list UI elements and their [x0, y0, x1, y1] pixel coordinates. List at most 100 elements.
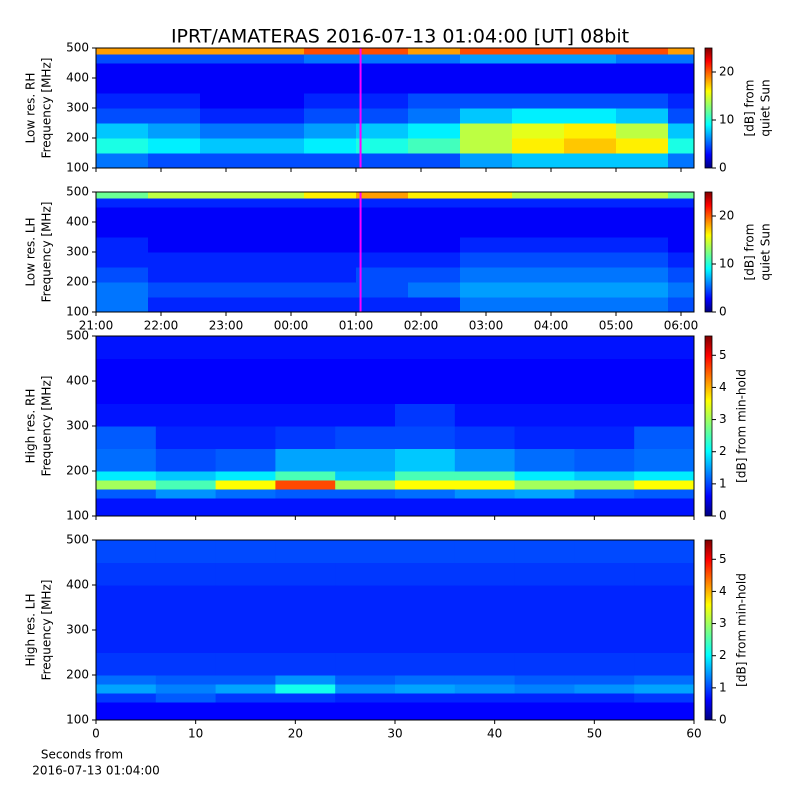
heatmap-cell — [460, 48, 513, 55]
heatmap-cell — [564, 267, 617, 283]
heatmap-cell — [200, 267, 253, 283]
heatmap-cell — [96, 403, 157, 427]
heatmap-cell — [668, 108, 695, 124]
heatmap-cell — [96, 585, 157, 608]
heatmap-cell — [148, 78, 201, 94]
heatmap-cell — [275, 630, 336, 653]
heatmap-cell — [356, 153, 409, 169]
heatmap-cell — [454, 336, 516, 359]
heatmap-cell — [252, 297, 305, 313]
heatmap-cell — [356, 78, 409, 94]
x-tick-label: 01:00 — [339, 319, 374, 333]
heatmap-cell — [574, 562, 635, 586]
heatmap-cell — [395, 693, 456, 703]
heatmap-cell — [155, 684, 217, 694]
heatmap-cell — [96, 267, 149, 283]
heatmap-cell — [148, 237, 201, 253]
heatmap-cell — [564, 153, 617, 169]
heatmap-cell — [155, 336, 217, 359]
heatmap-cell — [634, 471, 695, 481]
heatmap-cell — [335, 630, 396, 653]
heatmap-cell — [514, 448, 575, 472]
heatmap-cell — [514, 540, 575, 563]
heatmap-cell — [514, 630, 575, 653]
heatmap-cell — [148, 153, 201, 169]
heatmap-cell — [96, 336, 157, 359]
heatmap-cell — [514, 381, 575, 404]
heatmap-cell — [356, 222, 409, 238]
x-tick-label: 23:00 — [209, 319, 244, 333]
heatmap-cell — [460, 282, 513, 298]
heatmap-cell — [616, 267, 669, 283]
heatmap-cell — [200, 282, 253, 298]
heatmap-cell — [275, 358, 336, 382]
heatmap-cell — [96, 426, 157, 449]
heatmap-cell — [304, 297, 357, 313]
heatmap-cell — [395, 471, 456, 481]
y-axis-label: Frequency [MHz] — [40, 202, 54, 303]
heatmap-cell — [96, 54, 149, 64]
x-tick-label: 21:00 — [79, 319, 114, 333]
heatmap-cell — [96, 652, 157, 676]
heatmap-cell — [454, 403, 516, 427]
heatmap-cell — [252, 192, 305, 199]
heatmap-cell — [454, 498, 516, 517]
heatmap-cell — [514, 403, 575, 427]
heatmap-cell — [96, 108, 149, 124]
x-tick-label: 30 — [387, 727, 402, 741]
heatmap-cell — [574, 480, 635, 490]
heatmap-cell — [408, 78, 461, 94]
colorbar — [704, 539, 713, 721]
heatmap-cell — [96, 381, 157, 404]
heatmap-cell — [148, 54, 201, 64]
heatmap-cell — [668, 78, 695, 94]
heatmap-cell — [574, 336, 635, 359]
heatmap-cell — [335, 426, 396, 449]
heatmap-cell — [155, 693, 217, 703]
heatmap-cell — [304, 123, 357, 139]
heatmap-cell — [96, 207, 149, 223]
heatmap-cell — [215, 562, 276, 586]
colorbar-tick-label: 4 — [719, 584, 727, 598]
heatmap-cell — [96, 138, 149, 154]
y-tick-label: 400 — [66, 374, 89, 388]
heatmap-cell — [155, 702, 217, 721]
colorbar-tick-label: 0 — [719, 305, 727, 319]
heatmap-cell — [215, 652, 276, 676]
heatmap-cell — [96, 282, 149, 298]
heatmap-cell — [335, 336, 396, 359]
heatmap-cell — [634, 675, 695, 685]
heatmap-cell — [304, 54, 357, 64]
colorbar — [704, 47, 713, 169]
heatmap-cell — [395, 403, 456, 427]
heatmap-cell — [252, 222, 305, 238]
heatmap-cell — [460, 93, 513, 109]
heatmap-cell — [408, 252, 461, 268]
heatmap-cell — [460, 63, 513, 79]
heatmap-cell — [574, 684, 635, 694]
heatmap-cell — [668, 192, 695, 199]
colorbar-tick-label: 1 — [719, 680, 727, 694]
heatmap-cell — [335, 585, 396, 608]
heatmap-cell — [634, 498, 695, 517]
heatmap-cell — [335, 702, 396, 721]
heatmap-cell — [460, 207, 513, 223]
heatmap-cell — [335, 693, 396, 703]
heatmap-cell — [668, 153, 695, 169]
heatmap-cell — [96, 222, 149, 238]
heatmap-cell — [215, 480, 276, 490]
heatmap-cell — [96, 358, 157, 382]
heatmap-cell — [155, 381, 217, 404]
x-tick-label: 02:00 — [404, 319, 439, 333]
heatmap-cell — [200, 237, 253, 253]
y-axis-label: Frequency [MHz] — [40, 376, 54, 477]
y-tick-label: 300 — [66, 419, 89, 433]
heatmap-cell — [148, 123, 201, 139]
y-axis-label: Frequency [MHz] — [40, 580, 54, 681]
heatmap-cell — [96, 297, 149, 313]
colorbar-tick-label: 10 — [719, 113, 734, 127]
heatmap-cell — [574, 448, 635, 472]
heatmap-cell — [252, 267, 305, 283]
heatmap-cell — [514, 336, 575, 359]
